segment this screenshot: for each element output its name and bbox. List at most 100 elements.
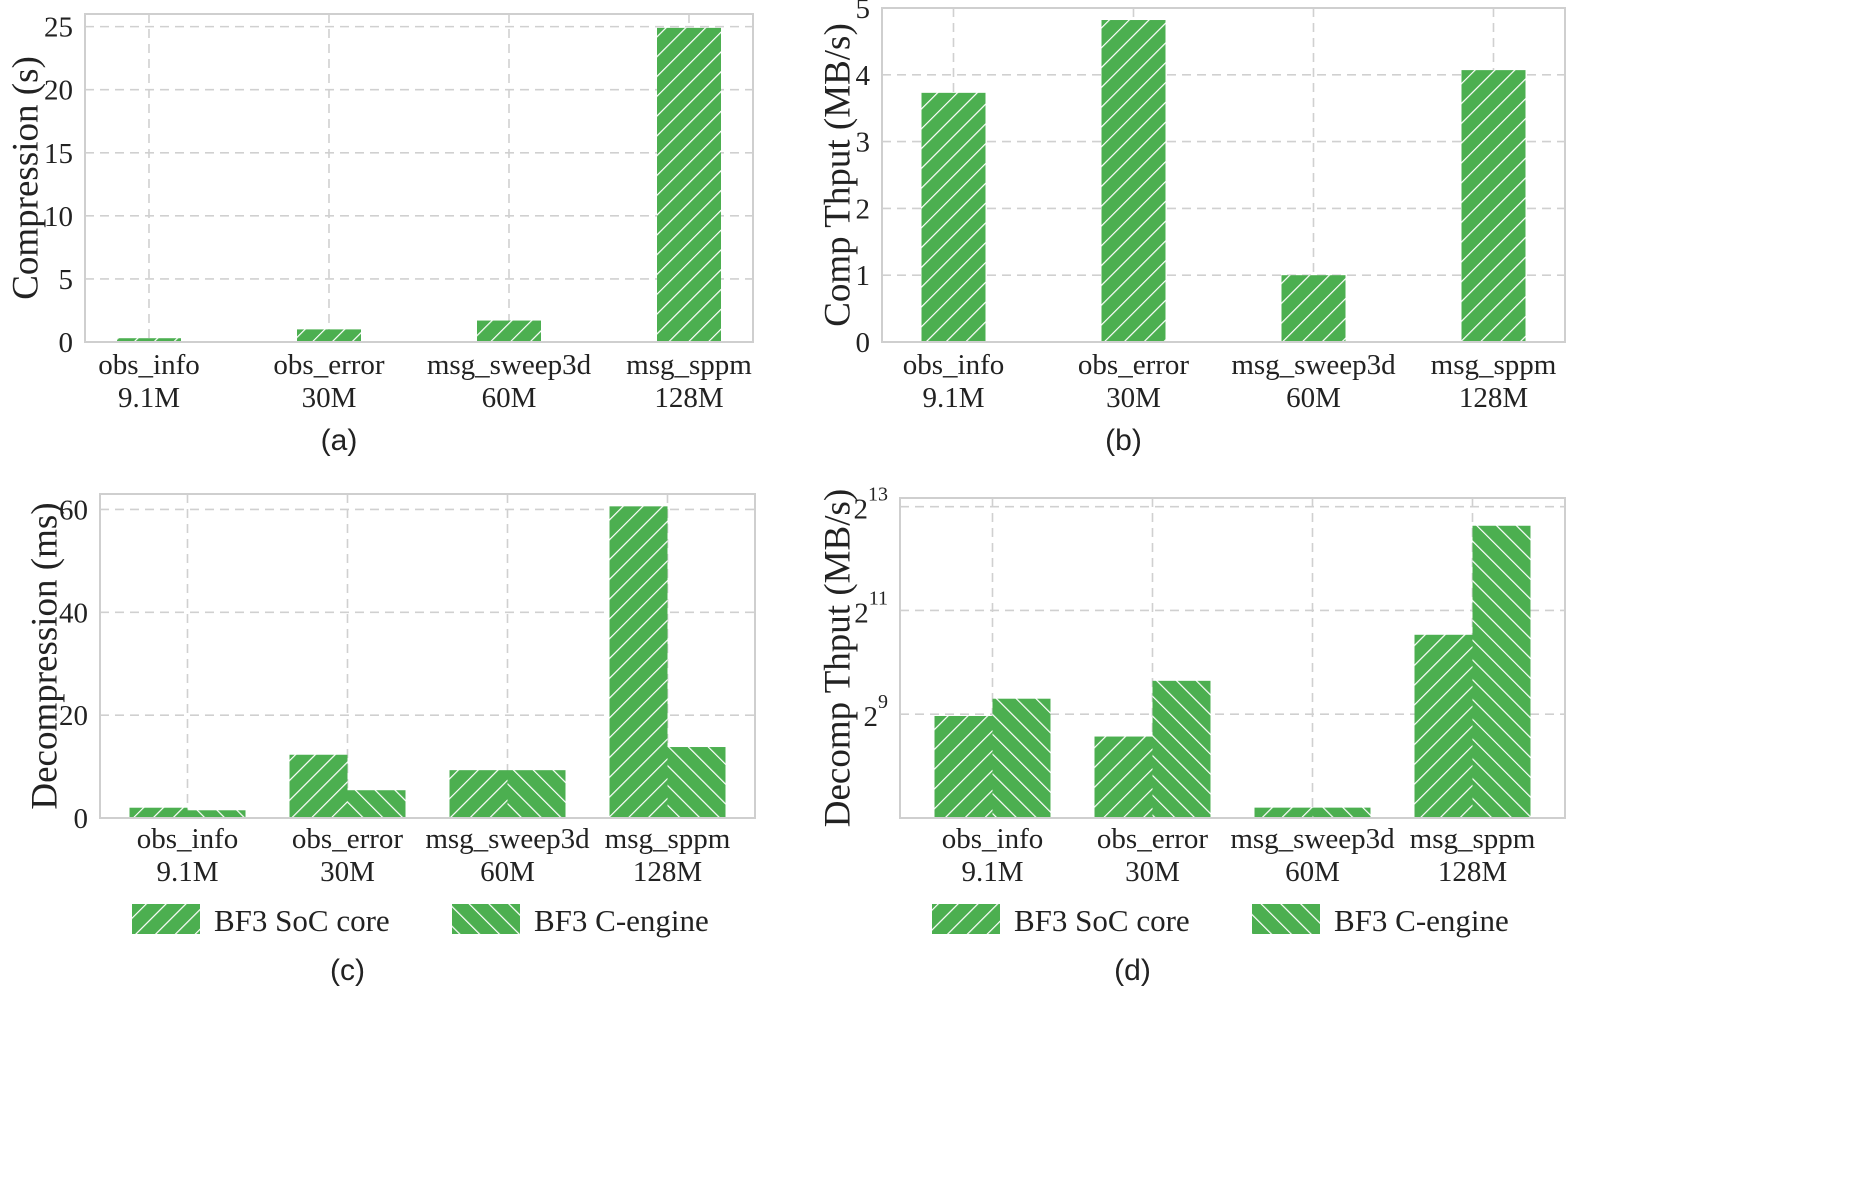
bar	[477, 320, 541, 342]
y-tick-label: 0	[74, 803, 89, 835]
bar	[347, 790, 406, 818]
y-tick-label: 213	[854, 484, 889, 526]
x-tick-label: obs_info	[98, 349, 200, 381]
plot-frame	[84, 13, 754, 343]
bar	[934, 716, 993, 818]
y-tick-label: 29	[864, 691, 889, 733]
panel-caption: (b)	[1105, 424, 1142, 457]
x-tick-sublabel: 128M	[654, 382, 723, 414]
bar	[1152, 680, 1211, 818]
x-tick-sublabel: 30M	[302, 382, 357, 414]
y-axis-title: Comp Thput (MB/s)	[818, 23, 859, 327]
panel-caption: (c)	[330, 954, 365, 987]
x-tick-label: obs_error	[1078, 349, 1189, 381]
bar	[992, 698, 1051, 818]
x-tick-label: msg_sppm	[626, 349, 752, 381]
x-tick-sublabel: 60M	[482, 382, 537, 414]
panel-caption: (a)	[321, 424, 358, 457]
y-tick-label: 15	[44, 138, 73, 170]
y-tick-label: 4	[856, 60, 871, 92]
bar	[667, 747, 726, 818]
x-tick-label: msg_sweep3d	[1230, 823, 1395, 855]
x-tick-sublabel: 30M	[320, 856, 375, 888]
x-tick-sublabel: 128M	[1438, 856, 1507, 888]
plot-frame	[881, 7, 1566, 343]
panel-caption: (d)	[1114, 954, 1151, 987]
legend-swatch-cengine	[452, 904, 520, 934]
legend-swatch-soc	[132, 904, 200, 934]
x-tick-sublabel: 30M	[1125, 856, 1180, 888]
legend-label-soc: BF3 SoC core	[1014, 903, 1190, 938]
x-tick-sublabel: 60M	[1285, 856, 1340, 888]
x-tick-label: msg_sppm	[605, 823, 731, 855]
y-tick-label: 25	[44, 12, 73, 44]
plot-frame	[99, 493, 756, 819]
x-tick-label: obs_info	[942, 823, 1044, 855]
bar	[297, 329, 361, 342]
y-tick-label: 20	[59, 700, 88, 732]
x-tick-sublabel: 30M	[1106, 382, 1161, 414]
legend-label-cengine: BF3 C-engine	[1334, 903, 1509, 938]
y-tick-label: 60	[59, 494, 88, 526]
bar	[1254, 807, 1313, 818]
x-tick-label: msg_sweep3d	[427, 349, 592, 381]
bar	[1094, 736, 1153, 818]
bar	[117, 338, 181, 342]
bar	[129, 807, 188, 818]
x-tick-label: msg_sppm	[1410, 823, 1536, 855]
y-axis-title: Compression (s)	[6, 56, 47, 300]
x-tick-label: msg_sweep3d	[425, 823, 590, 855]
bar	[289, 754, 348, 818]
x-tick-sublabel: 60M	[1286, 382, 1341, 414]
y-tick-label: 10	[44, 201, 73, 233]
y-tick-label: 2	[856, 193, 871, 225]
y-tick-label: 0	[59, 327, 74, 359]
y-tick-label: 5	[856, 0, 871, 25]
y-axis-title: Decompression (ms)	[25, 502, 66, 809]
legend-label-soc: BF3 SoC core	[214, 903, 390, 938]
plot-frame	[899, 497, 1566, 819]
bar	[1414, 634, 1473, 818]
bar	[187, 810, 246, 818]
x-tick-label: obs_error	[273, 349, 384, 381]
legend-label-cengine: BF3 C-engine	[534, 903, 709, 938]
x-tick-label: obs_error	[1097, 823, 1208, 855]
bar	[1461, 70, 1526, 343]
x-tick-label: msg_sweep3d	[1231, 349, 1396, 381]
x-tick-sublabel: 9.1M	[922, 382, 984, 414]
y-axis-title: Decomp Thput (MB/s)	[818, 489, 859, 827]
legend-swatch-soc	[932, 904, 1000, 934]
y-tick-label: 0	[856, 327, 871, 359]
x-tick-sublabel: 9.1M	[118, 382, 180, 414]
bar	[657, 27, 721, 342]
x-tick-label: obs_error	[292, 823, 403, 855]
bar	[1281, 275, 1346, 342]
x-tick-sublabel: 9.1M	[961, 856, 1023, 888]
y-tick-label: 5	[59, 264, 74, 296]
bar	[609, 506, 668, 818]
x-tick-label: msg_sppm	[1431, 349, 1557, 381]
y-tick-label: 20	[44, 75, 73, 107]
x-tick-label: obs_info	[903, 349, 1005, 381]
bar	[1472, 525, 1531, 818]
bar	[921, 92, 986, 342]
bar	[507, 770, 566, 818]
x-tick-sublabel: 60M	[480, 856, 535, 888]
y-tick-label: 40	[59, 597, 88, 629]
x-tick-label: obs_info	[137, 823, 239, 855]
legend-swatch-cengine	[1252, 904, 1320, 934]
y-tick-label: 1	[856, 260, 871, 292]
x-tick-sublabel: 128M	[1459, 382, 1528, 414]
bar	[1312, 807, 1371, 818]
x-tick-sublabel: 9.1M	[156, 856, 218, 888]
bar	[449, 770, 508, 818]
y-tick-label: 211	[854, 587, 888, 629]
bar	[1101, 20, 1166, 343]
y-tick-label: 3	[856, 127, 871, 159]
x-tick-sublabel: 128M	[633, 856, 702, 888]
